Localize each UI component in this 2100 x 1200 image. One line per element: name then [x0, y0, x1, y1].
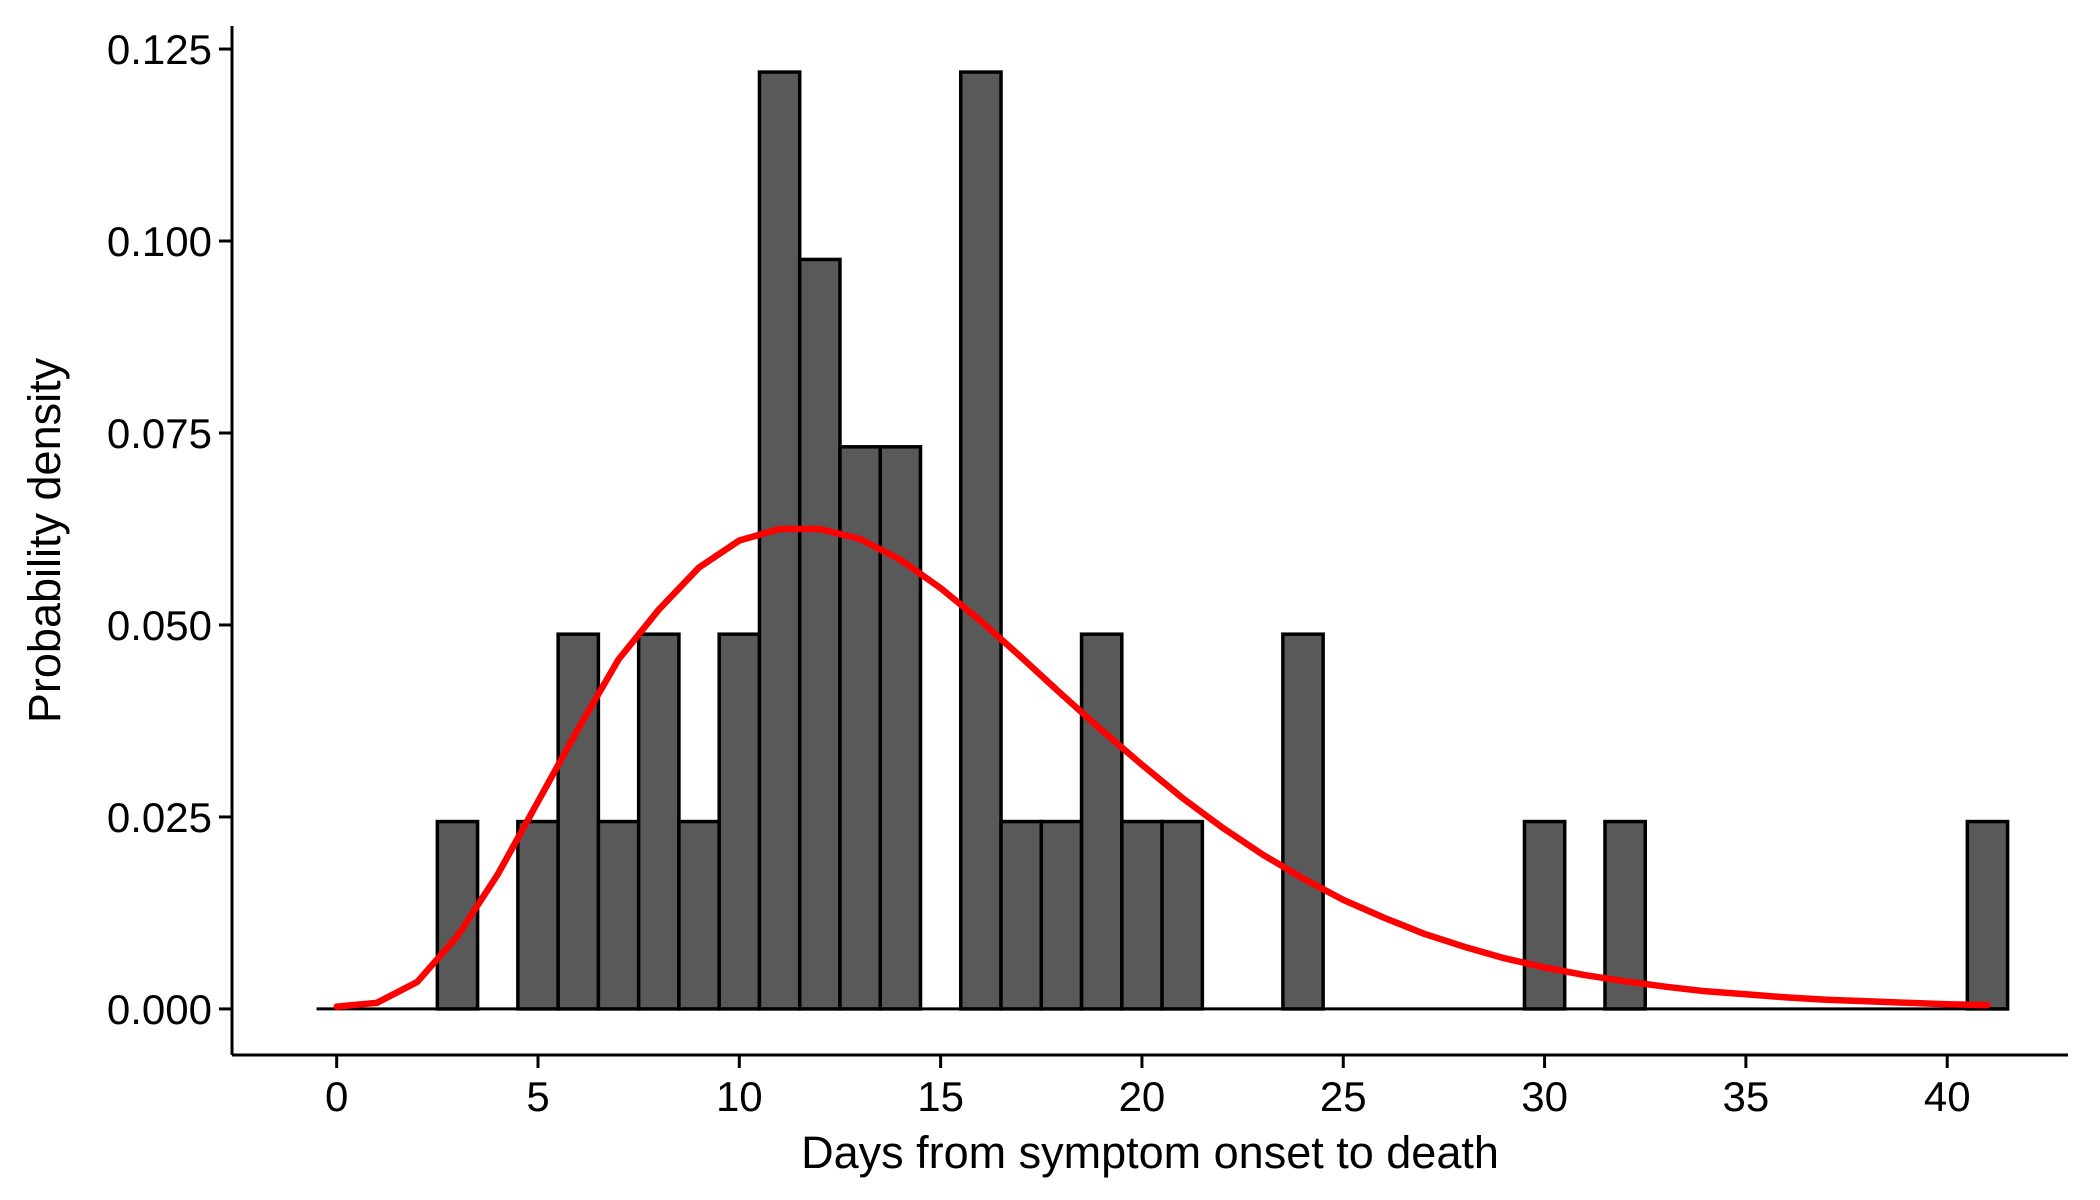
y-tick-label: 0.000: [107, 986, 212, 1033]
fitted-density-curve: [333, 525, 1991, 1010]
histogram-bar: [1039, 819, 1084, 1011]
histogram-bar: [1120, 819, 1164, 1011]
histogram-bar: [717, 632, 762, 1011]
x-tick-label: 20: [1119, 1073, 1166, 1120]
y-tick-label: 0.050: [107, 602, 212, 649]
x-axis-ticks: 0 5 10 15 20 25 30 35 40: [325, 1055, 1971, 1120]
histogram-bar: [1965, 819, 2010, 1011]
histogram-bar: [1160, 819, 1205, 1011]
histogram-bar: [878, 445, 923, 1011]
y-axis-title: Probability density: [19, 357, 70, 723]
x-axis-title: Days from symptom onset to death: [801, 1127, 1499, 1178]
histogram-bar: [797, 257, 842, 1011]
density-curve-layer: [333, 525, 1991, 1010]
histogram-bar: [838, 445, 882, 1011]
y-tick-label: 0.075: [107, 410, 212, 457]
x-tick-label: 35: [1723, 1073, 1770, 1120]
x-tick-label: 10: [716, 1073, 763, 1120]
histogram-bar: [999, 819, 1044, 1011]
y-tick-label: 0.125: [107, 26, 212, 73]
histogram-bars: [316, 70, 2010, 1011]
histogram-bar: [959, 70, 1003, 1011]
histogram-bar: [677, 819, 721, 1011]
histogram-bar: [1079, 632, 1124, 1011]
histogram-bar: [596, 819, 641, 1011]
y-axis-ticks: 0.000 0.025 0.050 0.075 0.100 0.125: [107, 26, 232, 1033]
x-tick-label: 25: [1320, 1073, 1367, 1120]
histogram-bar: [556, 632, 601, 1011]
y-tick-label: 0.100: [107, 218, 212, 265]
x-tick-label: 15: [917, 1073, 964, 1120]
histogram-bar: [516, 819, 560, 1011]
x-tick-label: 0: [325, 1073, 348, 1120]
histogram-bar: [1281, 632, 1325, 1011]
histogram-bar: [1522, 819, 1567, 1011]
histogram-bar: [757, 70, 802, 1011]
x-tick-label: 40: [1924, 1073, 1971, 1120]
x-tick-label: 30: [1521, 1073, 1568, 1120]
x-tick-label: 5: [526, 1073, 549, 1120]
y-tick-label: 0.025: [107, 794, 212, 841]
histogram-bar: [636, 632, 681, 1011]
